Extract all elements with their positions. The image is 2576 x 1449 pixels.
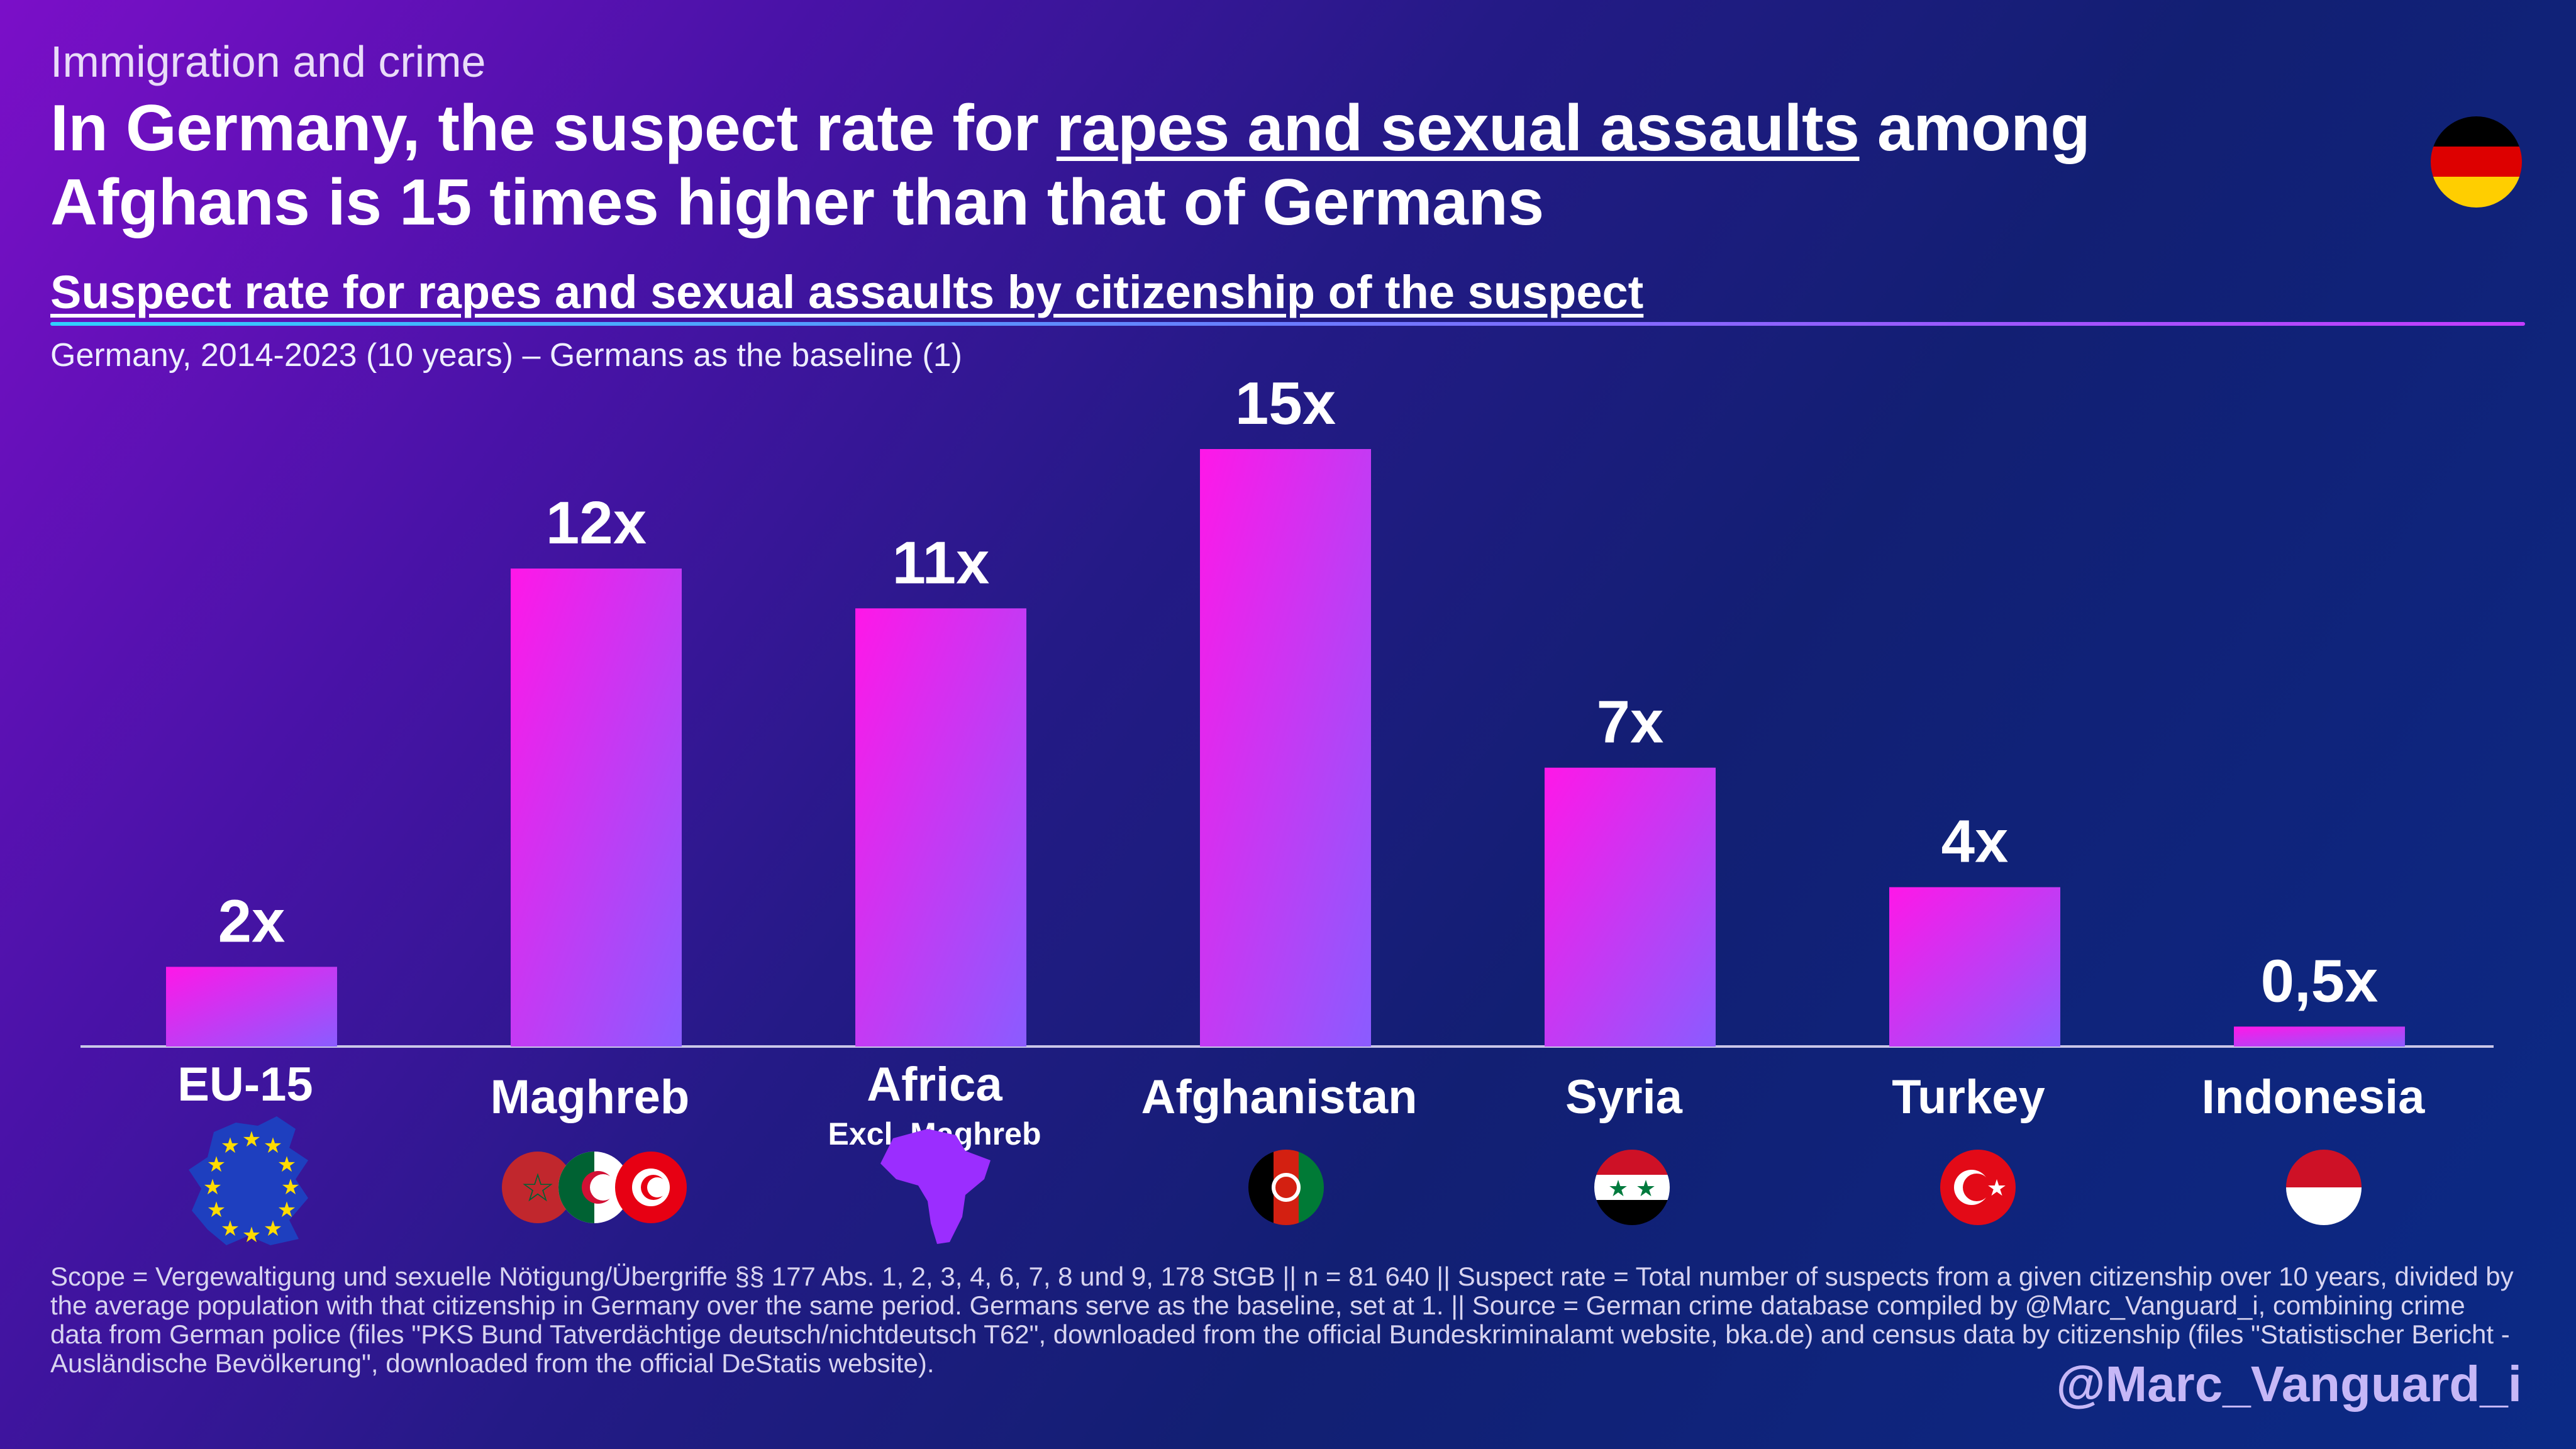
maghreb-flags-icon: ☆ [502,1152,687,1223]
bar-indonesia [2234,1026,2405,1046]
svg-text:★: ★ [1636,1176,1656,1202]
svg-text:★: ★ [221,1216,240,1241]
svg-text:★: ★ [207,1152,226,1177]
headline-part1: In Germany, the suspect rate for [50,92,1057,165]
svg-text:★: ★ [242,1223,261,1248]
svg-text:★: ★ [264,1133,282,1158]
svg-text:★: ★ [242,1127,261,1152]
category-label: Indonesia [2202,1070,2425,1124]
headline-line2: Afghans is 15 times higher than that of … [50,166,1544,239]
subtitle-divider [50,322,2525,326]
eu-flag-icon: ★ ★★ ★★★ ★★★ ★★★ [189,1116,308,1248]
chart-note: Germany, 2014-2023 (10 years) – Germans … [50,337,962,374]
indonesia-flag-icon [2286,1150,2362,1225]
bar-eu-15 [166,967,337,1046]
kicker-text: Immigration and crime [50,37,486,86]
bar-afghanistan [1200,449,1371,1046]
value-label: 0,5x [2261,947,2379,1014]
category-label: Syria [1565,1070,1683,1124]
category-label: Africa [867,1058,1002,1111]
svg-text:★: ★ [264,1216,282,1241]
headline-part2: among [1859,92,2090,165]
value-label: 2x [218,887,286,955]
headline: In Germany, the suspect rate for rapes a… [50,91,2090,240]
germany-flag-icon [2431,116,2522,208]
turkey-flag-icon: ★ [1940,1150,2016,1225]
value-label: 11x [892,529,990,596]
bar-africa [855,608,1026,1046]
value-label: 15x [1235,377,1336,437]
headline-underlined: rapes and sexual assaults [1056,92,1860,165]
category-label: Maghreb [491,1070,690,1124]
category-label: Afghanistan [1141,1070,1417,1124]
bar-maghreb [511,569,682,1046]
value-label: 4x [1941,808,2009,875]
svg-text:☆: ☆ [520,1165,555,1211]
afghanistan-flag-icon [1248,1150,1324,1225]
svg-text:★: ★ [207,1197,226,1223]
svg-text:★: ★ [277,1152,296,1177]
value-label: 12x [546,489,647,557]
author-handle: @Marc_Vanguard_i [2056,1356,2522,1412]
svg-text:★: ★ [281,1175,300,1200]
value-label: 7x [1597,689,1664,756]
syria-flag-icon: ★ ★ [1594,1150,1670,1225]
chart-subtitle: Suspect rate for rapes and sexual assaul… [50,266,1644,318]
svg-text:★: ★ [203,1175,222,1200]
svg-text:★: ★ [277,1197,296,1223]
svg-text:★: ★ [1987,1175,2007,1201]
svg-text:★: ★ [221,1133,240,1158]
category-label: EU-15 [177,1058,313,1111]
category-label: Turkey [1892,1070,2045,1124]
footnote: Scope = Vergewaltigung und sexuelle Nöti… [50,1262,2514,1378]
africa-map-icon [880,1129,991,1244]
bar-syria [1545,767,1716,1046]
svg-text:★: ★ [1608,1176,1628,1202]
bar-turkey [1889,887,2060,1046]
